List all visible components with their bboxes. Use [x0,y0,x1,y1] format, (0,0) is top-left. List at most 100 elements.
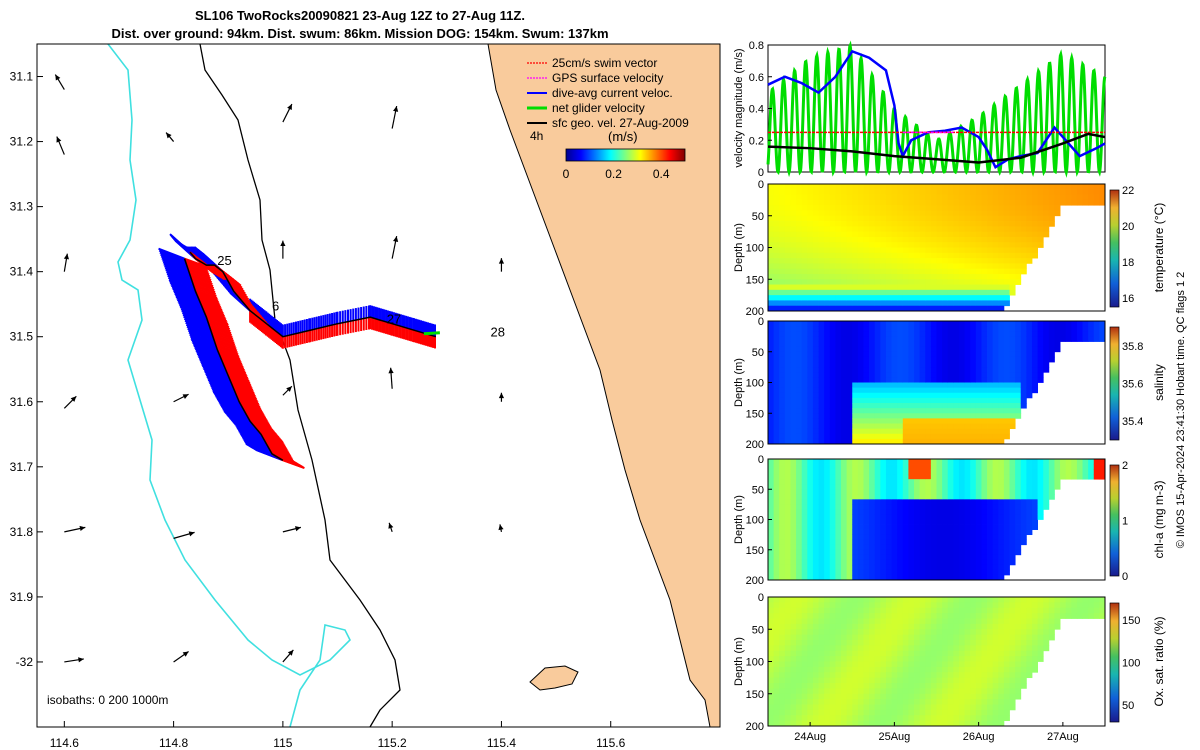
heatmap-cell [958,469,965,475]
heatmap-cell [953,408,960,414]
heatmap-cell [1048,459,1055,465]
heatmap-cell [891,474,898,480]
heatmap-cell [779,564,786,571]
heatmap-cell [914,539,921,546]
heatmap-cell [852,387,859,394]
heatmap-cell [1009,382,1016,389]
heatmap-cell [784,418,791,424]
heatmap-cell [790,704,797,711]
heatmap-cell [1054,469,1061,475]
heatmap-cell [801,284,808,291]
heatmap-cell [947,559,954,566]
heatmap-cell [796,423,803,430]
heatmap-cell [812,720,819,727]
heatmap-cell [829,656,836,662]
heatmap-cell [1020,397,1027,404]
heatmap-cell [812,534,819,541]
heatmap-cell [801,479,808,485]
heatmap-cell [784,199,791,206]
heatmap-cell [914,509,921,515]
heatmap-cell [779,514,786,520]
heatmap-cell [796,326,803,332]
heatmap-cell [1043,362,1050,368]
heatmap-cell [773,242,780,248]
heatmap-cell [812,514,819,520]
heatmap-cell [992,194,999,201]
heatmap-cell [942,559,949,566]
heatmap-cell [958,367,965,373]
heatmap-cell [773,693,780,700]
heatmap-cell [1026,351,1033,358]
heatmap-cell [768,247,775,254]
heatmap-cell [981,514,988,520]
heatmap-cell [992,321,999,327]
dive-avg-vector [209,381,236,394]
heatmap-cell [1037,372,1044,378]
heatmap-cell [964,494,971,500]
heatmap-cell [942,392,949,399]
heatmap-cell [942,534,949,541]
heatmap-cell [970,351,977,358]
heatmap-cell [1037,474,1044,480]
heatmap-cell [841,677,848,684]
heatmap-cell [925,231,932,238]
heatmap-cell [891,231,898,238]
heatmap-cell [812,469,819,475]
heatmap-cell [801,672,808,679]
heatmap-cell [824,382,831,389]
heatmap-cell [1003,514,1010,520]
heatmap-cell [947,258,954,264]
heatmap-cell [835,321,842,327]
dive-avg-vector [206,375,234,388]
heatmap-cell [970,346,977,353]
heatmap-cell [914,519,921,525]
dive-avg-vector [205,372,232,385]
heatmap-cell [1037,221,1044,227]
heatmap-cell [869,295,876,301]
heatmap-cell [1054,194,1061,201]
heatmap-cell [824,438,831,445]
heatmap-cell [779,433,786,440]
heatmap-cell [768,305,775,312]
heatmap-cell [852,602,859,609]
heatmap-cell [897,205,904,211]
heatmap-cell [857,300,864,307]
heatmap-cell [863,623,870,630]
heatmap-cell [897,629,904,636]
heatmap-cell [773,226,780,233]
heatmap-cell [902,252,909,259]
heatmap-cell [818,336,825,342]
heatmap-cell [773,372,780,378]
heatmap-cell [1026,321,1033,327]
heatmap-cell [930,300,937,307]
legend-label: net glider velocity [552,101,645,115]
heatmap-cell [902,433,909,440]
heatmap-cell [829,720,836,727]
heatmap-cell [930,509,937,515]
heatmap-cell [964,438,971,445]
heatmap-cell [835,279,842,285]
heatmap-cell [857,559,864,566]
heatmap-cell [1009,242,1016,248]
heatmap-cell [975,397,982,404]
heatmap-cell [970,554,977,561]
dive-avg-vector [158,247,185,260]
heatmap-cell [925,336,932,342]
heatmap-cell [790,210,797,217]
heatmap-cell [801,367,808,373]
heatmap-cell [773,258,780,264]
heatmap-cell [953,514,960,520]
heatmap-cell [885,231,892,238]
heatmap-cell [807,524,814,530]
heatmap-cell [829,607,836,614]
heatmap-cell [857,464,864,470]
heatmap-cell [891,300,898,307]
heatmap-cell [829,683,836,689]
heatmap-cell [863,336,870,342]
heatmap-cell [897,529,904,536]
heatmap-cell [958,574,965,581]
heatmap-cell [936,189,943,195]
heatmap-cell [930,403,937,409]
heatmap-cell [841,247,848,254]
heatmap-cell [947,433,954,440]
